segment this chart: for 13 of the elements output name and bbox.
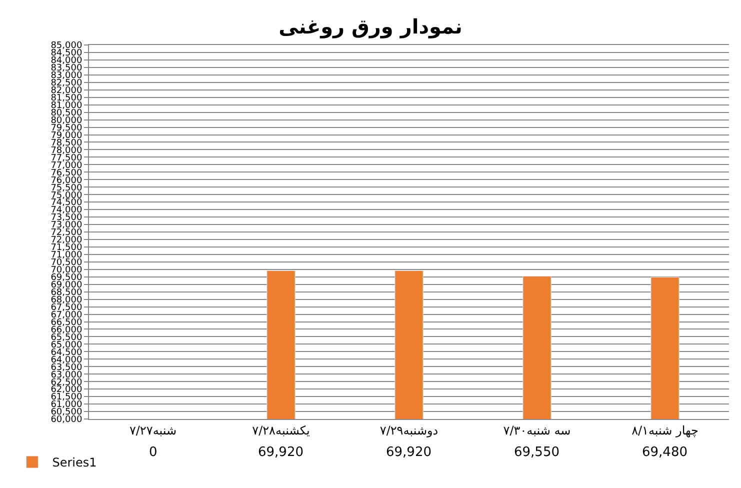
x-tick-label: یکشنبه۷/۲۸ bbox=[252, 423, 310, 438]
y-tick-label: 60,000 bbox=[50, 415, 82, 426]
data-label: 69,920 bbox=[258, 445, 304, 460]
x-tick-label: دوشنبه۷/۲۹ bbox=[380, 423, 438, 438]
x-tick-label: چهار شنبه۸/۱ bbox=[632, 423, 698, 438]
data-label: 69,550 bbox=[514, 445, 560, 460]
data-label: 69,920 bbox=[386, 445, 432, 460]
data-label: 69,480 bbox=[642, 445, 688, 460]
chart-title: نمودار ورق روغنی bbox=[278, 14, 462, 39]
x-tick-label: سه شنبه۷/۳۰ bbox=[503, 423, 571, 438]
x-tick-label: شنبه۷/۲۷ bbox=[129, 423, 177, 438]
legend-label: Series1 bbox=[52, 456, 97, 470]
text: 0 bbox=[149, 445, 158, 460]
